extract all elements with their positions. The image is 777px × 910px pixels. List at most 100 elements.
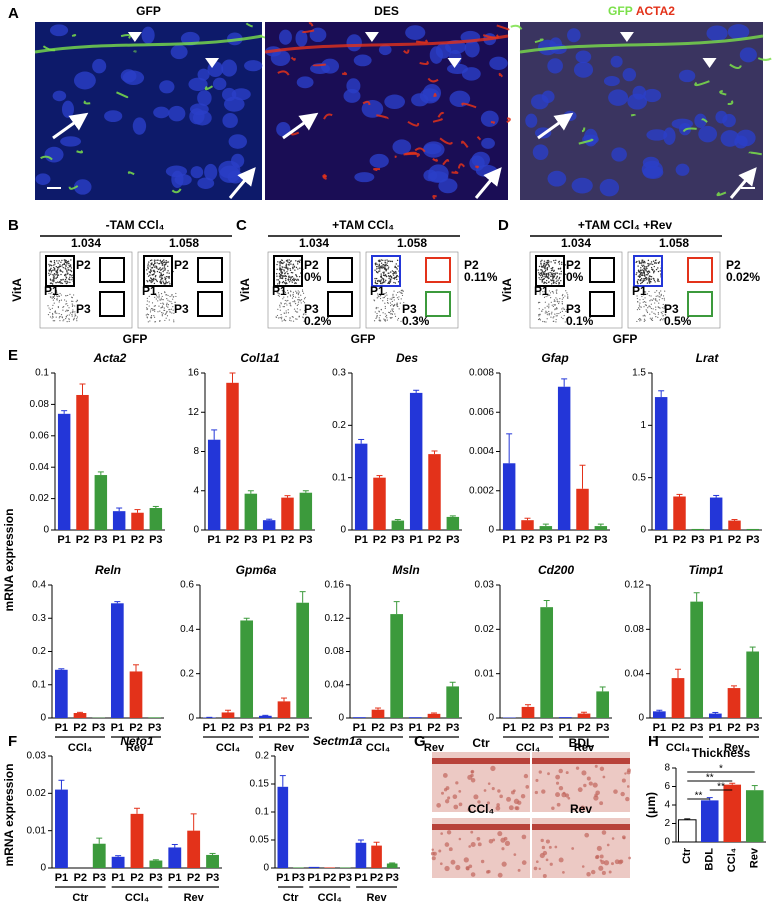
event — [166, 272, 168, 274]
event — [56, 312, 58, 314]
event — [650, 266, 653, 269]
event — [53, 294, 56, 297]
event — [388, 260, 390, 262]
event — [66, 271, 68, 273]
event — [662, 311, 664, 313]
nucleus — [197, 177, 215, 189]
event — [277, 279, 280, 281]
y-tick-label: 4 — [193, 485, 199, 496]
event — [53, 266, 55, 269]
event — [161, 312, 163, 314]
event — [553, 299, 555, 301]
cell — [541, 845, 546, 850]
event — [152, 278, 154, 281]
event — [76, 320, 78, 322]
event — [174, 304, 176, 306]
event — [60, 294, 62, 296]
y-tick-label: 0 — [488, 525, 494, 536]
bar — [73, 713, 87, 718]
nucleus — [694, 113, 707, 129]
event — [299, 267, 301, 269]
event — [292, 279, 294, 281]
stain — [433, 92, 437, 98]
event — [658, 261, 661, 263]
event — [646, 277, 648, 280]
y-label: (μm) — [644, 792, 658, 818]
event — [564, 295, 566, 297]
event — [662, 303, 664, 306]
event — [149, 274, 151, 276]
event — [282, 262, 284, 265]
event — [545, 276, 547, 278]
nucleus — [610, 55, 623, 68]
event — [546, 293, 548, 296]
event — [388, 282, 391, 285]
stain — [506, 117, 511, 124]
event — [159, 280, 161, 283]
event — [384, 305, 386, 308]
event — [66, 270, 68, 272]
cell — [606, 843, 610, 847]
event — [67, 305, 69, 307]
event — [291, 297, 294, 299]
event — [292, 301, 294, 303]
event — [171, 295, 173, 297]
event — [651, 311, 653, 313]
event — [297, 294, 299, 296]
event — [381, 293, 383, 295]
y-tick-label: 0.05 — [250, 835, 270, 846]
event — [148, 261, 150, 263]
event — [548, 305, 550, 307]
event — [289, 304, 291, 306]
y-tick-label: 0.1 — [332, 472, 346, 483]
event — [153, 315, 155, 317]
category-label: P3 — [244, 534, 257, 546]
event — [165, 277, 167, 280]
event — [53, 261, 56, 264]
event — [394, 282, 397, 284]
event — [555, 318, 557, 321]
nucleus — [429, 46, 444, 64]
event — [295, 318, 297, 320]
group-label: Rev — [424, 742, 445, 754]
event — [392, 273, 394, 275]
event — [379, 294, 382, 296]
event — [49, 311, 51, 314]
chart-title: Timp1 — [688, 563, 723, 577]
event — [392, 296, 395, 299]
event — [67, 269, 70, 271]
event — [648, 305, 650, 308]
cell — [626, 785, 630, 788]
arrowhead — [364, 32, 379, 42]
gate — [589, 257, 615, 283]
event — [374, 277, 376, 280]
event — [67, 260, 70, 263]
y-tick-label: 0.5 — [632, 472, 646, 483]
gate-label: P2 — [464, 258, 479, 272]
event — [297, 292, 300, 295]
gate-number: 1.034 — [71, 236, 101, 250]
event — [653, 279, 656, 282]
event — [286, 300, 288, 302]
nucleus — [170, 44, 188, 60]
event — [160, 302, 162, 305]
cell — [430, 851, 435, 856]
event — [648, 280, 650, 282]
event — [291, 315, 293, 318]
event — [646, 270, 648, 273]
event — [657, 270, 660, 273]
event — [281, 281, 284, 284]
bar — [652, 711, 666, 718]
event — [146, 308, 149, 310]
event — [296, 263, 299, 265]
event — [544, 275, 546, 278]
event — [383, 293, 385, 295]
y-tick-label: 0.01 — [475, 668, 495, 679]
event — [543, 296, 546, 298]
stain — [461, 102, 477, 109]
event — [76, 318, 78, 320]
event — [383, 318, 385, 320]
event — [388, 277, 390, 280]
event — [563, 308, 565, 311]
nucleus — [279, 29, 292, 45]
